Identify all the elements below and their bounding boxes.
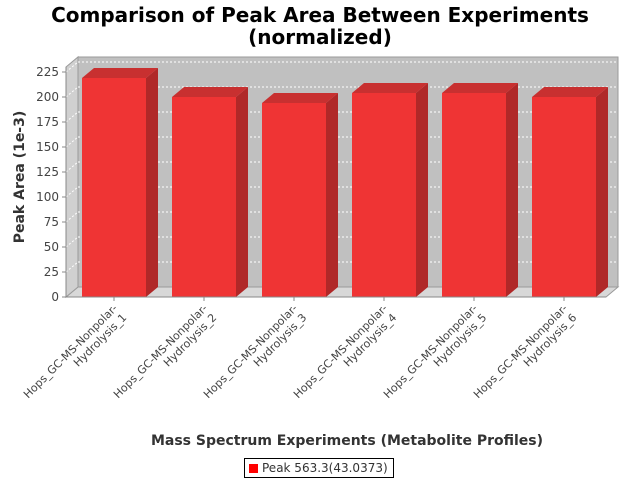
bar (442, 83, 518, 297)
x-tick-label-line: Hops_GC-MS-Nonpolar- (201, 302, 300, 401)
gridline-wall (65, 261, 79, 273)
bar-front (532, 97, 596, 297)
legend-label: Peak 563.3(43.0373) (262, 461, 388, 475)
x-tick-label-line: Hops_GC-MS-Nonpolar- (111, 302, 210, 401)
bar-top (442, 83, 518, 93)
gridline-wall (65, 136, 79, 148)
y-tick-label: 200 (36, 90, 59, 104)
gridline-wall (65, 161, 79, 173)
bar-front (82, 78, 146, 297)
x-tick-label-line: Hops_GC-MS-Nonpolar- (471, 302, 570, 401)
bar (172, 87, 248, 297)
bar-front (352, 93, 416, 297)
plot-background (64, 55, 620, 299)
plot-left-wall (65, 55, 79, 299)
bar-front (262, 103, 326, 297)
x-axis-label: Mass Spectrum Experiments (Metabolite Pr… (151, 433, 543, 449)
y-tick-label: 75 (44, 215, 59, 229)
gridline-wall (65, 186, 79, 198)
bar (352, 83, 428, 297)
y-tick-label: 0 (51, 290, 59, 304)
bar-side (326, 93, 338, 297)
gridline-wall (65, 61, 79, 73)
bar-top (82, 68, 158, 78)
gridline-wall (65, 86, 79, 98)
chart-title: Comparison of Peak Area Between Experime… (51, 3, 589, 27)
y-axis: 0 25 50 75 100 125 150 175 200 225 (36, 65, 67, 304)
gridlines (65, 61, 618, 273)
legend: Peak 563.3(43.0373) (244, 458, 394, 478)
bar-top (352, 83, 428, 93)
bar-top (262, 93, 338, 103)
x-tick-label-line: Hops_GC-MS-Nonpolar- (21, 302, 120, 401)
x-tick-label: Hops_GC-MS-Nonpolar-Hydrolysis_6 (471, 302, 579, 410)
y-tick-label: 25 (44, 265, 59, 279)
gridline-wall (65, 211, 79, 223)
y-axis-label: Peak Area (1e-3) (12, 111, 28, 244)
x-tick-label-line: Hops_GC-MS-Nonpolar- (291, 302, 390, 401)
bar-side (146, 68, 158, 297)
bar (262, 93, 338, 297)
legend-swatch (249, 463, 258, 473)
bar-side (596, 87, 608, 297)
bar-chart: 0 25 50 75 100 125 150 175 200 225 Hops_GC-MS-Non… (12, 55, 620, 449)
y-tick-label: 125 (36, 165, 59, 179)
bar (532, 87, 608, 297)
bar-side (506, 83, 518, 297)
y-tick-label: 225 (36, 65, 59, 79)
gridline-wall (65, 111, 79, 123)
x-tick-label-line: Hops_GC-MS-Nonpolar- (381, 302, 480, 401)
bar (82, 68, 158, 297)
bar-front (172, 97, 236, 297)
x-axis: Hops_GC-MS-Nonpolar-Hydrolysis_1Hops_GC-… (21, 296, 606, 410)
y-tick-label: 150 (36, 140, 59, 154)
bar-top (172, 87, 248, 97)
bar-side (416, 83, 428, 297)
y-tick-label: 175 (36, 115, 59, 129)
y-tick-label: 50 (44, 240, 59, 254)
y-tick-label: 100 (36, 190, 59, 204)
bar-top (532, 87, 608, 97)
bars (82, 68, 608, 297)
plot-back-wall (77, 56, 619, 288)
chart-subtitle: (normalized) (248, 25, 392, 49)
bar-front (442, 93, 506, 297)
gridline-wall (65, 236, 79, 248)
bar-side (236, 87, 248, 297)
